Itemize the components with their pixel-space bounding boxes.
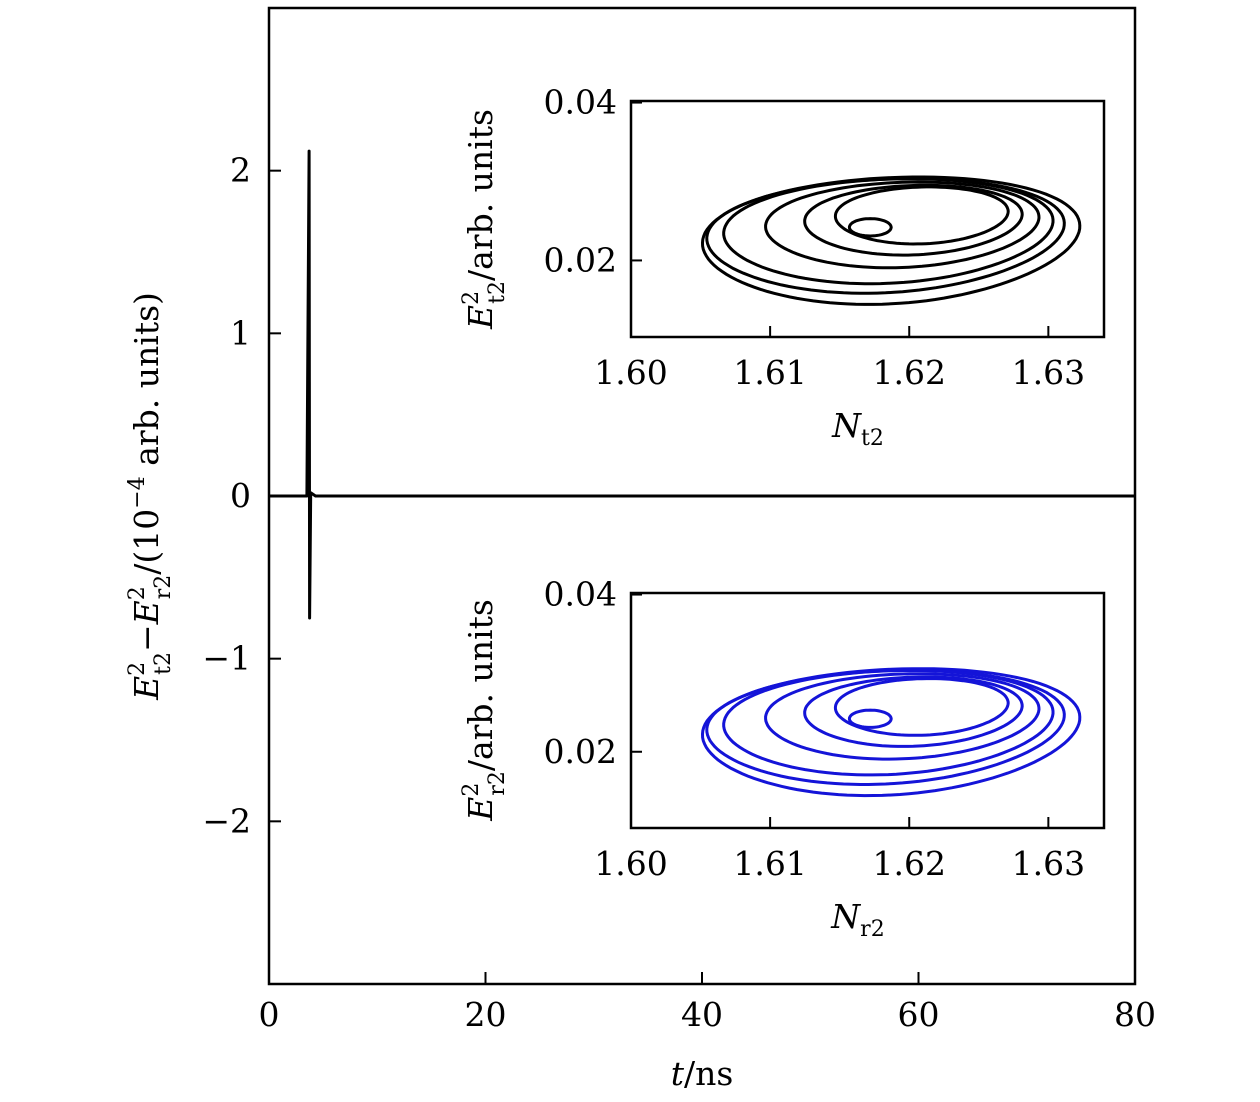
main-series-line — [269, 149, 1135, 620]
inset-top-ticks — [630, 101, 1050, 337]
inset-bottom-attractor-loop — [847, 708, 893, 729]
main-y-tick-label: −2 — [202, 801, 251, 840]
inset-bottom-attractor-loop — [833, 677, 1010, 737]
inset-bottom-x-tick-label: 1.63 — [1012, 844, 1085, 883]
main-x-tick-label: 0 — [259, 995, 280, 1034]
main-y-tick-label: 1 — [230, 313, 251, 352]
main-x-tick-label: 80 — [1114, 995, 1156, 1034]
inset-bottom-x-tick-label: 1.61 — [733, 844, 806, 883]
inset-top-x-tick-label: 1.62 — [872, 353, 945, 392]
inset-top-y-tick-labels: 0.02 0.04 — [544, 83, 617, 280]
inset-bottom-x-tick-label: 1.60 — [594, 844, 667, 883]
main-y-tick-label: 0 — [230, 476, 251, 515]
inset-bottom-x-axis-title: Nr2 — [830, 897, 884, 942]
inset-bottom-y-tick-labels: 0.02 0.04 — [544, 575, 617, 771]
inset-bottom-attractor-loop — [803, 675, 1024, 748]
main-x-tick-label: 60 — [898, 995, 940, 1034]
inset-top-attractor-loop — [847, 217, 893, 238]
main-x-axis-title: t/ns — [671, 1054, 734, 1093]
inset-bottom-y-tick-label: 0.04 — [544, 575, 617, 614]
inset-bottom-attractor-loop — [722, 668, 1055, 777]
inset-bottom-y-tick-label: 0.02 — [544, 732, 617, 771]
inset-top-attractor-loop — [764, 180, 1041, 270]
inset-top-x-tick-label: 1.63 — [1012, 353, 1085, 392]
inset-top-x-tick-label: 1.61 — [733, 353, 806, 392]
inset-top-x-tick-labels: 1.60 1.61 1.62 1.63 — [594, 353, 1085, 392]
inset-top-y-tick-label: 0.02 — [544, 240, 617, 279]
inset-bottom-attractor-loop — [700, 667, 1082, 798]
inset-top-attractor-loop — [833, 185, 1010, 246]
main-y-tick-label: 2 — [230, 151, 251, 190]
inset-bottom-series — [700, 667, 1082, 798]
inset-top: 1.60 1.61 1.62 1.63 0.02 0.04 Nt2 E2t2/arb. … — [459, 83, 1106, 451]
main-x-tick-labels: 0 20 40 60 80 — [259, 995, 1157, 1034]
main-y-axis-title: E2t2−E2r2/(10−4 arb. units) — [125, 292, 176, 701]
inset-top-y-axis-title: E2t2/arb. units — [459, 109, 510, 330]
main-plot: 0 20 40 60 80 −2 −1 0 1 2 t/ns E2t2−E2r2/(10−4 a… — [125, 6, 1157, 1093]
main-x-tick-label: 20 — [465, 995, 507, 1034]
inset-top-attractor-loop — [803, 183, 1024, 257]
inset-top-attractor-loop — [700, 175, 1082, 306]
inset-top-x-tick-label: 1.60 — [594, 353, 667, 392]
inset-top-x-axis-title: Nt2 — [831, 406, 884, 451]
inset-top-attractor-loop — [722, 177, 1055, 286]
inset-bottom-y-axis-title: E2r2/arb. units — [459, 599, 510, 822]
inset-bottom: 1.60 1.61 1.62 1.63 0.02 0.04 Nr2 E2r2/arb. … — [459, 575, 1106, 942]
inset-top-y-tick-label: 0.04 — [544, 83, 617, 122]
inset-top-series — [700, 175, 1082, 306]
main-x-tick-label: 40 — [681, 995, 723, 1034]
inset-bottom-ticks — [630, 593, 1050, 828]
main-y-tick-label: −1 — [202, 639, 251, 678]
inset-bottom-x-tick-label: 1.62 — [872, 844, 945, 883]
main-y-tick-labels: −2 −1 0 1 2 — [202, 151, 251, 841]
inset-bottom-x-tick-labels: 1.60 1.61 1.62 1.63 — [594, 844, 1085, 883]
inset-bottom-attractor-loop — [764, 672, 1041, 761]
